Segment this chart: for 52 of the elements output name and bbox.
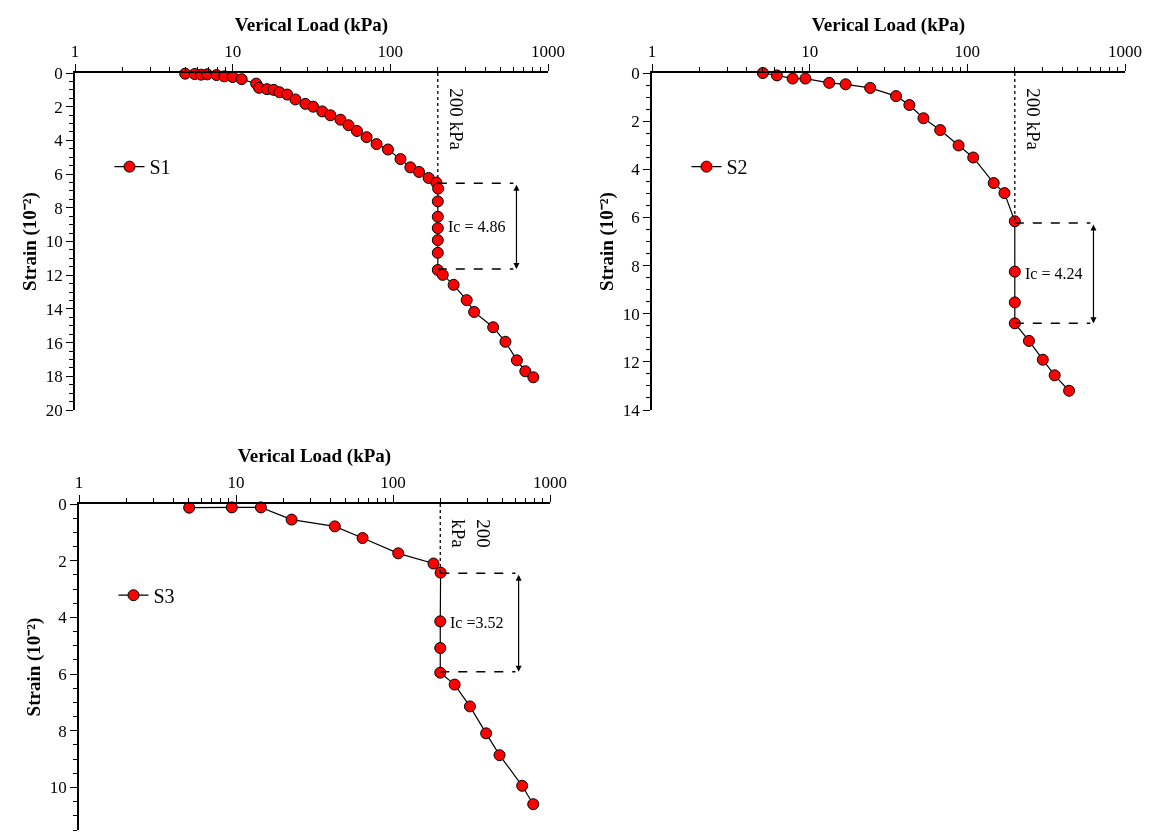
y-tick-label: 8 [631,256,640,276]
x-tick-label: 100 [377,42,404,62]
x-tick-label: 10 [227,473,245,493]
y-tick-label: 4 [631,160,641,180]
ref-line-label: 200 kPa [1022,88,1044,151]
y-tick-label: 2 [631,112,640,132]
y-tick-label: 20 [45,400,63,420]
y-tick-label: 10 [45,232,63,252]
y-axis-title: Strain (10⁻²) [23,617,46,717]
x-axis-title: Verical Load (kPa) [234,13,389,36]
x-axis-title: Verical Load (kPa) [811,13,966,36]
y-tick-label: 4 [54,131,64,151]
y-tick-label: 10 [49,778,67,798]
y-tick-label: 18 [45,367,63,387]
x-tick-label: 1 [70,42,80,62]
ref-line-label: 200 kPa [445,88,467,151]
x-tick-label: 1 [647,42,657,62]
y-tick-label: 4 [58,608,68,628]
y-tick-label: 0 [631,63,640,83]
x-tick-label: 100 [380,473,406,493]
y-tick-label: 2 [54,97,63,117]
annotation: Ic =3.52 [450,614,504,631]
y-tick-label: 10 [622,304,640,324]
x-tick-label: 100 [954,42,981,62]
annotation: Ic = 4.86 [448,218,506,235]
x-tick-label: 1 [74,473,84,493]
y-tick-label: 8 [54,198,63,218]
x-tick-label: 1000 [533,473,567,493]
y-tick-label: 14 [45,299,64,319]
x-tick-label: 10 [801,42,819,62]
ref-line-label: 200 kPa [448,519,494,549]
y-tick-label: 0 [58,494,67,514]
y-tick-label: 6 [54,165,63,185]
y-tick-label: 12 [622,352,640,372]
x-tick-label: 1000 [531,42,565,62]
x-axis-title: Verical Load (kPa) [237,444,392,467]
y-tick-label: 16 [45,333,63,353]
y-tick-label: 6 [631,208,640,228]
y-tick-label: 8 [58,721,67,741]
legend-label: S2 [726,156,748,179]
x-tick-label: 1000 [1108,42,1142,62]
y-tick-label: 14 [622,400,641,420]
x-tick-label: 10 [224,42,242,62]
legend-label: S1 [149,156,171,179]
y-tick-label: 6 [58,665,67,685]
y-axis-title: Strain (10⁻²) [596,192,619,291]
y-tick-label: 2 [58,551,67,571]
legend-label: S3 [153,585,175,608]
y-axis-title: Strain (10⁻²) [19,192,42,291]
y-tick-label: 12 [45,266,63,286]
annotation: Ic = 4.24 [1025,265,1083,282]
y-tick-label: 0 [54,63,63,83]
